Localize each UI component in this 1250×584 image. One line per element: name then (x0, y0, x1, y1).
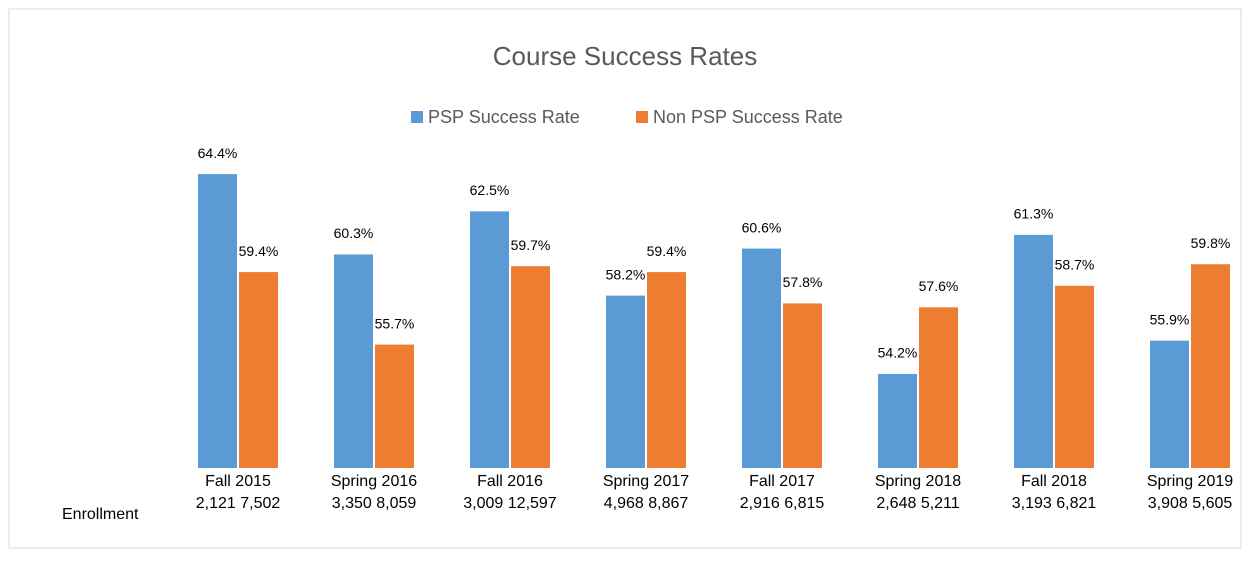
chart-title: Course Success Rates (493, 41, 757, 71)
bar (606, 295, 645, 468)
legend-label: Non PSP Success Rate (653, 107, 843, 127)
enrollment-label: 3,908 5,605 (1148, 495, 1233, 512)
x-tick-label: Fall 2015 (205, 473, 271, 490)
x-tick-label: Fall 2016 (477, 473, 543, 490)
data-label: 61.3% (1014, 206, 1054, 222)
legend-swatch (411, 111, 423, 123)
legend-swatch (636, 111, 648, 123)
x-tick-label: Fall 2017 (749, 473, 815, 490)
x-tick-label: Spring 2017 (603, 473, 689, 490)
data-label: 62.5% (470, 182, 510, 198)
enrollment-label: 2,916 6,815 (740, 495, 825, 512)
data-label: 57.8% (783, 274, 823, 290)
bar (1055, 285, 1094, 468)
bar (1191, 264, 1230, 468)
bar (1150, 340, 1189, 468)
bar (334, 254, 373, 468)
bar (470, 211, 509, 469)
bar (375, 344, 414, 468)
bar (511, 266, 550, 468)
data-label: 54.2% (878, 345, 918, 361)
enrollment-label: 3,193 6,821 (1012, 495, 1097, 512)
bar (198, 174, 237, 469)
data-label: 64.4% (198, 145, 238, 161)
enrollment-label: 4,968 8,867 (604, 495, 689, 512)
enrollment-label: 3,009 12,597 (463, 495, 557, 512)
bar (878, 373, 917, 468)
data-label: 57.6% (919, 278, 959, 294)
data-label: 59.7% (511, 237, 551, 253)
data-label: 59.8% (1191, 235, 1231, 251)
data-label: 58.7% (1055, 256, 1095, 272)
data-label: 60.6% (742, 219, 782, 235)
data-label: 60.3% (334, 225, 374, 241)
x-tick-label: Fall 2018 (1021, 473, 1087, 490)
data-label: 59.4% (239, 243, 279, 259)
enrollment-label: 3,350 8,059 (332, 495, 417, 512)
x-tick-label: Spring 2016 (331, 473, 417, 490)
data-label: 59.4% (647, 243, 687, 259)
data-label: 58.2% (606, 266, 646, 282)
data-label: 55.9% (1150, 311, 1190, 327)
enrollment-label: 2,121 7,502 (196, 495, 281, 512)
legend-label: PSP Success Rate (428, 107, 580, 127)
bar (1014, 234, 1053, 468)
bar (647, 272, 686, 468)
data-label: 55.7% (375, 315, 415, 331)
x-tick-label: Spring 2019 (1147, 473, 1233, 490)
bar (239, 272, 278, 468)
x-tick-label: Spring 2018 (875, 473, 961, 490)
enrollment-label: 2,648 5,211 (876, 495, 959, 512)
bar (742, 248, 781, 468)
row-label: Enrollment (62, 506, 139, 523)
bar (783, 303, 822, 468)
bar (919, 307, 958, 468)
